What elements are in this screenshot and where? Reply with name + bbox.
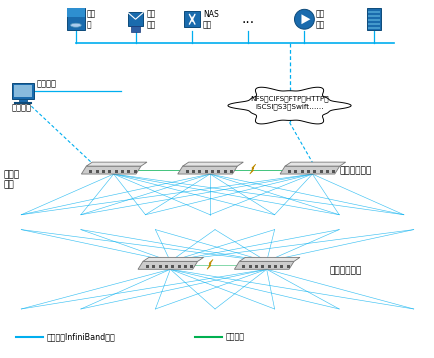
Bar — [368, 27, 380, 29]
Bar — [134, 170, 137, 173]
Polygon shape — [285, 162, 345, 166]
Bar — [217, 170, 220, 173]
Bar — [294, 170, 297, 173]
Bar — [368, 19, 380, 21]
Bar — [367, 8, 381, 30]
Text: 邮件
服务: 邮件 服务 — [146, 10, 156, 29]
Text: NFS、CIFS、FTP、HTTP、
iSCSI、S3、Swift……: NFS、CIFS、FTP、HTTP、 iSCSI、S3、Swift…… — [250, 96, 329, 110]
Polygon shape — [86, 162, 147, 166]
Bar — [146, 265, 149, 268]
Polygon shape — [183, 162, 243, 166]
Bar — [320, 170, 323, 173]
Bar — [224, 170, 227, 173]
Text: 数据
库: 数据 库 — [87, 10, 96, 29]
Polygon shape — [302, 14, 310, 24]
Bar — [242, 265, 245, 268]
Bar — [368, 11, 380, 13]
Polygon shape — [138, 261, 197, 269]
Bar — [287, 265, 289, 268]
Bar — [115, 170, 118, 173]
Bar — [165, 265, 168, 268]
Bar — [184, 265, 187, 268]
Bar — [131, 26, 141, 32]
Text: 管理维护: 管理维护 — [11, 103, 31, 112]
Bar — [158, 265, 161, 268]
Bar — [152, 265, 155, 268]
Bar — [190, 265, 193, 268]
Bar — [178, 265, 181, 268]
Text: 以太网或InfiniBand网络: 以太网或InfiniBand网络 — [47, 332, 116, 341]
Bar — [307, 170, 310, 173]
Text: NAS
共享: NAS 共享 — [203, 10, 219, 29]
Bar — [211, 170, 214, 173]
Bar — [127, 170, 130, 173]
Bar — [255, 265, 258, 268]
Text: ...: ... — [241, 12, 254, 26]
Polygon shape — [240, 257, 300, 261]
Ellipse shape — [71, 23, 81, 27]
Bar — [301, 170, 304, 173]
Polygon shape — [81, 166, 141, 174]
Text: 内部交换网络: 内部交换网络 — [329, 267, 362, 276]
Bar — [128, 12, 144, 26]
Bar — [326, 170, 329, 173]
Bar — [186, 170, 189, 173]
Bar — [313, 170, 316, 173]
Bar — [249, 265, 252, 268]
Bar — [95, 170, 99, 173]
Bar — [102, 170, 105, 173]
Polygon shape — [207, 260, 213, 269]
Polygon shape — [228, 87, 351, 124]
Polygon shape — [143, 257, 204, 261]
Bar — [67, 8, 85, 17]
Bar — [274, 265, 277, 268]
Bar — [12, 83, 34, 98]
Text: 管理网络: 管理网络 — [36, 80, 56, 89]
Bar — [67, 8, 85, 30]
Bar — [121, 170, 124, 173]
Bar — [368, 15, 380, 17]
Text: 外部共享网络: 外部共享网络 — [339, 166, 372, 175]
Text: 千兆网络: 千兆网络 — [226, 332, 245, 341]
Bar — [280, 265, 283, 268]
Bar — [14, 85, 32, 97]
Bar — [89, 170, 92, 173]
Polygon shape — [280, 166, 340, 174]
Bar — [205, 170, 208, 173]
Bar — [184, 11, 200, 27]
Bar — [19, 98, 27, 103]
Bar — [268, 265, 271, 268]
Text: 视频
存储: 视频 存储 — [316, 10, 325, 29]
Polygon shape — [178, 166, 237, 174]
Bar — [368, 23, 380, 25]
Bar — [261, 265, 264, 268]
Polygon shape — [250, 164, 256, 174]
Text: 分布式
存储: 分布式 存储 — [3, 170, 20, 190]
Bar — [288, 170, 291, 173]
Polygon shape — [234, 261, 294, 269]
Bar — [198, 170, 201, 173]
Bar — [332, 170, 335, 173]
Bar — [230, 170, 233, 173]
Circle shape — [295, 9, 314, 29]
Bar — [171, 265, 174, 268]
Bar — [192, 170, 195, 173]
Bar — [108, 170, 111, 173]
